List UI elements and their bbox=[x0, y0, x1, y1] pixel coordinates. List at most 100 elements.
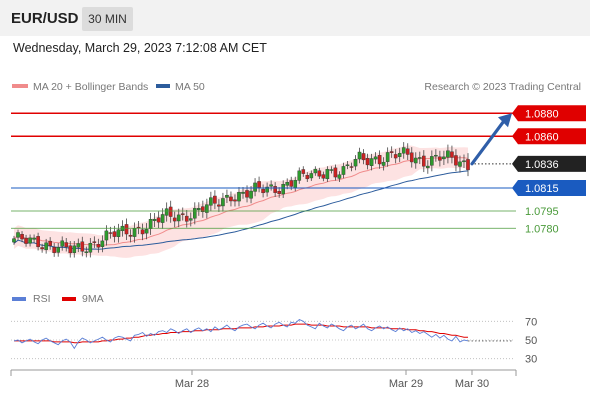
level-box-pointer bbox=[512, 105, 518, 122]
candle-body bbox=[148, 219, 153, 229]
candle-body bbox=[64, 242, 69, 248]
candle-body bbox=[48, 240, 52, 246]
candle bbox=[353, 155, 358, 171]
candle-body bbox=[100, 240, 105, 247]
candle bbox=[108, 226, 113, 239]
rsi-tick-30: 30 bbox=[525, 354, 537, 366]
candle-body bbox=[217, 204, 221, 207]
instrument-title: EUR/USD bbox=[11, 10, 79, 27]
candle-body bbox=[297, 170, 302, 181]
candle bbox=[176, 208, 181, 228]
candle-body bbox=[305, 175, 310, 180]
rsi-legend-swatch bbox=[12, 297, 26, 301]
candle-body bbox=[84, 251, 89, 253]
candle bbox=[237, 186, 241, 207]
candle-body bbox=[426, 165, 430, 169]
candle-body bbox=[385, 152, 390, 162]
candle-body bbox=[466, 159, 470, 171]
candle bbox=[317, 167, 322, 180]
candle-body bbox=[76, 243, 81, 248]
candle-body bbox=[56, 247, 60, 253]
candle-body bbox=[237, 192, 241, 202]
candle-body bbox=[257, 181, 261, 188]
candle-body bbox=[40, 247, 44, 250]
candle bbox=[40, 243, 44, 253]
candle-body bbox=[446, 150, 450, 158]
candle-body bbox=[80, 241, 85, 252]
candle bbox=[466, 153, 470, 177]
timestamp: Wednesday, March 29, 2023 7:12:08 AM CET bbox=[13, 41, 267, 55]
ma9-legend-swatch bbox=[62, 297, 76, 301]
candle-body bbox=[68, 245, 73, 254]
candle-body bbox=[52, 246, 56, 253]
candle-body bbox=[289, 180, 294, 187]
candle-body bbox=[409, 152, 414, 163]
current-price-box bbox=[518, 155, 586, 172]
x-label-2: Mar 30 bbox=[455, 378, 489, 390]
candle-body bbox=[124, 224, 129, 235]
candle bbox=[52, 243, 56, 257]
candle bbox=[72, 241, 77, 258]
candle-body bbox=[209, 197, 213, 206]
level-label-1.0815: 1.0815 bbox=[525, 183, 559, 195]
candle-body bbox=[221, 198, 225, 207]
current-price-pointer bbox=[512, 155, 518, 172]
candle-body bbox=[180, 213, 185, 215]
candle bbox=[377, 150, 382, 169]
candle bbox=[124, 218, 129, 240]
candle-body bbox=[325, 169, 330, 180]
candle-body bbox=[112, 231, 117, 237]
candle-body bbox=[281, 184, 285, 195]
current-price-label: 1.0836 bbox=[525, 159, 559, 171]
candle bbox=[28, 234, 32, 247]
candle-body bbox=[36, 236, 40, 248]
candle-body bbox=[397, 152, 402, 157]
candle-body bbox=[164, 208, 169, 216]
candle-body bbox=[12, 238, 16, 243]
candle-body bbox=[16, 232, 20, 238]
candle-body bbox=[225, 194, 229, 198]
candle-body bbox=[434, 154, 438, 157]
candle-body bbox=[422, 155, 426, 167]
candle-body bbox=[168, 206, 173, 217]
rsi-line bbox=[13, 318, 469, 350]
candle bbox=[281, 180, 285, 198]
candle-body bbox=[116, 229, 121, 237]
candle bbox=[345, 160, 350, 170]
candle-body bbox=[277, 191, 281, 194]
rsi-tick-50: 50 bbox=[525, 335, 537, 347]
timeframe-badge[interactable]: 30 MIN bbox=[82, 7, 133, 31]
candle bbox=[357, 147, 362, 164]
target-arrow-shaft bbox=[470, 120, 505, 166]
candle-body bbox=[152, 219, 157, 221]
candle-body bbox=[353, 159, 358, 167]
candle bbox=[337, 171, 342, 182]
candle bbox=[458, 155, 462, 173]
candle bbox=[16, 229, 20, 241]
candle bbox=[24, 234, 28, 247]
candle-body bbox=[401, 147, 406, 154]
levels-layer: 1.0880 1.0860 1.0815 1.0795 1.0780 1.0836 bbox=[11, 105, 586, 235]
candle bbox=[313, 166, 318, 176]
candle bbox=[164, 202, 169, 222]
candle-body bbox=[369, 158, 374, 166]
rsi-tick-70: 70 bbox=[525, 316, 537, 328]
candle bbox=[36, 232, 40, 251]
candle-body bbox=[188, 218, 193, 221]
level-box-1.0815 bbox=[518, 180, 586, 196]
candle-body bbox=[337, 174, 342, 179]
candle-body bbox=[197, 208, 201, 211]
candle-body bbox=[253, 182, 257, 192]
candle bbox=[309, 170, 314, 181]
candle-body bbox=[245, 190, 249, 198]
candle bbox=[438, 150, 442, 167]
candle-body bbox=[233, 199, 237, 202]
target-arrow-head bbox=[498, 113, 512, 128]
price-plot bbox=[12, 142, 470, 258]
candle-body bbox=[365, 157, 370, 166]
candle-body bbox=[273, 186, 277, 193]
candle-body bbox=[108, 232, 113, 234]
candle bbox=[104, 225, 109, 246]
candle bbox=[329, 166, 334, 174]
candle-body bbox=[450, 151, 454, 158]
